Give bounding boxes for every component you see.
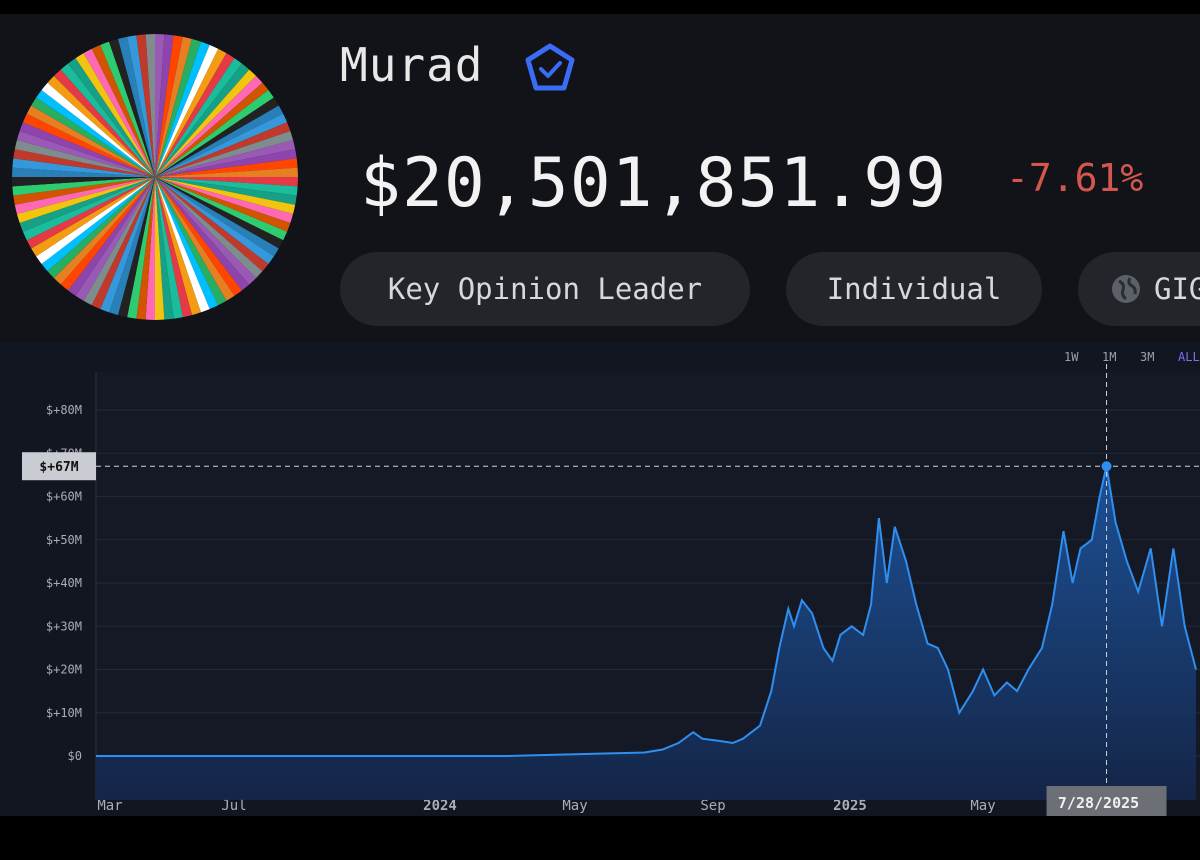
area-fill bbox=[96, 466, 1196, 800]
change-percent: -7.61% bbox=[1006, 156, 1144, 200]
x-tick-label: 2024 bbox=[423, 798, 457, 814]
tag-label: Individual bbox=[826, 272, 1002, 306]
tag-gig[interactable]: GIG bbox=[1078, 252, 1200, 326]
crosshair-y-label-bg bbox=[22, 452, 96, 481]
tag-key-opinion-leader[interactable]: Key Opinion Leader bbox=[340, 252, 750, 326]
portfolio-value: $20,501,851.99 bbox=[360, 144, 948, 223]
multicolor-radial-avatar-icon bbox=[12, 34, 298, 320]
tag-label: Key Opinion Leader bbox=[387, 272, 703, 306]
crosshair-x-label-bg bbox=[1046, 786, 1167, 816]
area-chart[interactable]: $+80M$+70M$+60M$+50M$+40M$+30M$+20M$+10M… bbox=[0, 342, 1200, 816]
verified-badge-icon bbox=[525, 43, 575, 91]
series-line bbox=[96, 465, 1197, 757]
y-tick-label: $+60M bbox=[46, 490, 82, 504]
globe-icon bbox=[1112, 275, 1140, 303]
x-tick-label: Mar bbox=[97, 798, 122, 814]
x-tick-label: Jul bbox=[221, 798, 246, 814]
x-tick-label: 2025 bbox=[833, 798, 867, 814]
avatar bbox=[12, 34, 298, 320]
y-tick-label: $+40M bbox=[46, 576, 82, 590]
portfolio-chart[interactable]: 1W 1M 3M ALL $+80M$+70M$+60M$+50M$+40M$+… bbox=[0, 342, 1200, 816]
tag-individual[interactable]: Individual bbox=[786, 252, 1042, 326]
range-3m-button[interactable]: 3M bbox=[1140, 350, 1155, 364]
y-tick-label: $+10M bbox=[46, 706, 82, 720]
tag-label: GIG bbox=[1154, 272, 1200, 306]
crosshair-point bbox=[1101, 461, 1112, 472]
range-all-button[interactable]: ALL bbox=[1178, 350, 1200, 364]
x-tick-label: May bbox=[562, 798, 587, 814]
crosshair-x-label: 7/28/2025 bbox=[1058, 794, 1139, 812]
range-1w-button[interactable]: 1W bbox=[1064, 350, 1079, 364]
y-tick-label: $+80M bbox=[46, 403, 82, 417]
y-tick-label: $+30M bbox=[46, 619, 82, 633]
y-tick-label: $+20M bbox=[46, 663, 82, 677]
y-tick-label: $+50M bbox=[46, 533, 82, 547]
app-window: Murad $20,501,851.99 -7.61% Key Opinion … bbox=[0, 14, 1200, 816]
x-tick-label: May bbox=[970, 798, 995, 814]
x-tick-label: Sep bbox=[700, 798, 725, 814]
profile-header: Murad $20,501,851.99 -7.61% Key Opinion … bbox=[0, 14, 1200, 342]
y-tick-label: $0 bbox=[68, 749, 82, 763]
range-1m-button[interactable]: 1M bbox=[1102, 350, 1117, 364]
profile-name: Murad bbox=[340, 38, 484, 92]
crosshair-y-label: $+67M bbox=[39, 460, 78, 475]
